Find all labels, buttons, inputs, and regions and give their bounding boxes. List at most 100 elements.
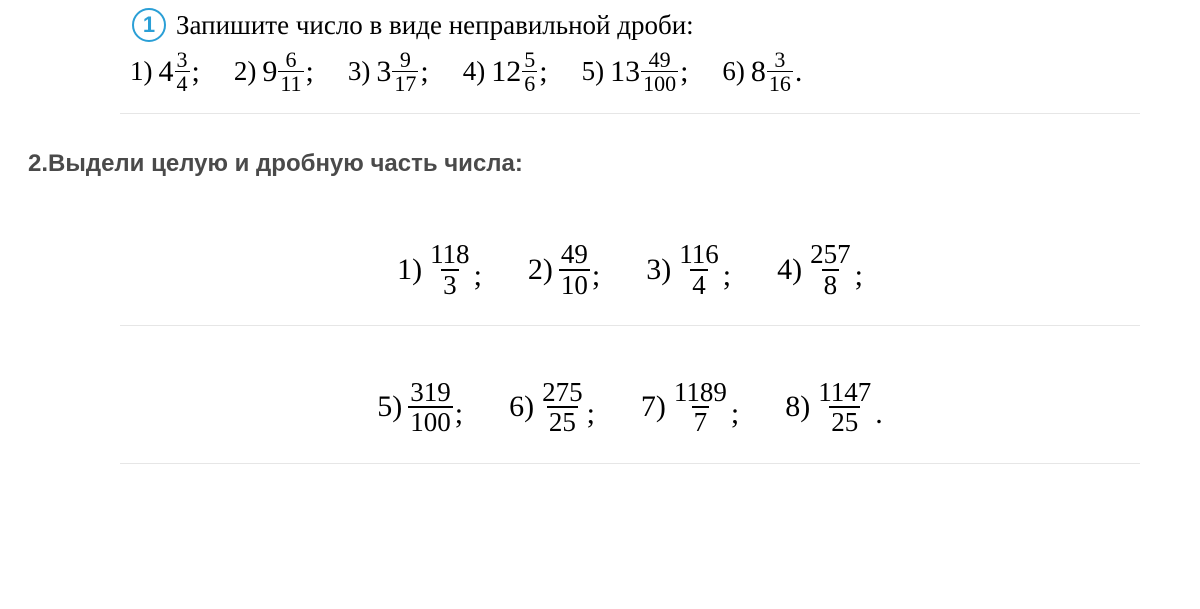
punctuation: ; xyxy=(306,55,314,95)
fraction: 118 3 xyxy=(428,240,472,299)
item-index: 3) xyxy=(646,253,671,287)
denominator: 4 xyxy=(175,71,190,95)
punctuation: ; xyxy=(592,259,600,299)
denominator: 7 xyxy=(692,406,710,436)
numerator: 1189 xyxy=(672,378,729,406)
numerator: 6 xyxy=(283,48,298,71)
item-index: 8) xyxy=(785,390,810,424)
numerator: 3 xyxy=(772,48,787,71)
fraction: 275 25 xyxy=(540,378,585,437)
fraction: 5 6 xyxy=(522,48,537,95)
fraction-item: 4) 257 8 ; xyxy=(777,240,863,299)
punctuation: ; xyxy=(420,55,428,95)
fraction-item: 2) 49 10 ; xyxy=(528,240,600,299)
punctuation: ; xyxy=(587,397,595,437)
denominator: 100 xyxy=(641,71,678,95)
numerator: 116 xyxy=(677,240,721,268)
fraction: 9 17 xyxy=(392,48,418,95)
fraction-item: 5) 319 100 ; xyxy=(377,378,463,437)
fraction: 49 10 xyxy=(559,240,590,299)
denominator: 10 xyxy=(559,269,590,299)
numerator: 275 xyxy=(540,378,585,406)
fraction-row: 5) 319 100 ; 6) 275 25 ; 7) 1189 7 xyxy=(120,378,1140,437)
fraction: 6 11 xyxy=(278,48,303,95)
task-2-row-a: 1) 118 3 ; 2) 49 10 ; 3) 116 4 xyxy=(120,204,1140,326)
punctuation: . xyxy=(795,55,803,95)
denominator: 100 xyxy=(408,406,453,436)
item-index: 2) xyxy=(528,253,553,287)
task-1-header: 1 Запишите число в виде неправильной дро… xyxy=(120,8,1140,42)
whole-part: 12 xyxy=(491,55,521,89)
denominator: 4 xyxy=(690,269,708,299)
mixed-number: 3 9 17 xyxy=(376,48,418,95)
numerator: 319 xyxy=(408,378,453,406)
mixed-number: 8 3 16 xyxy=(751,48,793,95)
numerator: 257 xyxy=(808,240,853,268)
numerator: 118 xyxy=(428,240,472,268)
punctuation: ; xyxy=(455,397,463,437)
punctuation: ; xyxy=(680,55,688,95)
denominator: 25 xyxy=(547,406,578,436)
whole-part: 8 xyxy=(751,55,766,89)
whole-part: 9 xyxy=(262,55,277,89)
whole-part: 3 xyxy=(376,55,391,89)
numerator: 5 xyxy=(522,48,537,71)
numerator: 49 xyxy=(647,48,673,71)
numerator: 1147 xyxy=(816,378,873,406)
fraction: 1147 25 xyxy=(816,378,873,437)
fraction-item: 3) 116 4 ; xyxy=(646,240,731,299)
item-index: 4) xyxy=(463,56,486,87)
item-index: 1) xyxy=(397,253,422,287)
fraction-item: 1) 118 3 ; xyxy=(397,240,482,299)
item-index: 6) xyxy=(722,56,745,87)
mixed-number: 13 49 100 xyxy=(610,48,678,95)
mixed-number: 9 6 11 xyxy=(262,48,303,95)
denominator: 3 xyxy=(441,269,459,299)
fraction: 3 16 xyxy=(767,48,793,95)
task-2-row-b: 5) 319 100 ; 6) 275 25 ; 7) 1189 7 xyxy=(120,350,1140,464)
punctuation: ; xyxy=(723,259,731,299)
denominator: 8 xyxy=(822,269,840,299)
mixed-number-item: 4) 12 5 6 ; xyxy=(463,48,548,95)
fraction: 3 4 xyxy=(175,48,190,95)
mixed-number-item: 6) 8 3 16 . xyxy=(722,48,802,95)
fraction-item: 7) 1189 7 ; xyxy=(641,378,739,437)
fraction-row: 1) 118 3 ; 2) 49 10 ; 3) 116 4 xyxy=(120,240,1140,299)
task-1-row: 1) 4 3 4 ; 2) 9 6 11 xyxy=(130,48,1140,95)
item-index: 6) xyxy=(509,390,534,424)
punctuation: ; xyxy=(855,259,863,299)
fraction: 49 100 xyxy=(641,48,678,95)
fraction: 1189 7 xyxy=(672,378,729,437)
mixed-number-item: 2) 9 6 11 ; xyxy=(234,48,314,95)
task-1-title: Запишите число в виде неправильной дроби… xyxy=(176,10,694,41)
numerator: 9 xyxy=(398,48,413,71)
item-index: 5) xyxy=(377,390,402,424)
worksheet-page: 1 Запишите число в виде неправильной дро… xyxy=(0,0,1200,609)
task-number-circle: 1 xyxy=(132,8,166,42)
task-2-heading: 2.Выдели целую и дробную часть числа: xyxy=(28,150,1200,178)
whole-part: 13 xyxy=(610,55,640,89)
denominator: 11 xyxy=(278,71,303,95)
denominator: 16 xyxy=(767,71,793,95)
fraction-item: 8) 1147 25 . xyxy=(785,378,883,437)
fraction: 319 100 xyxy=(408,378,453,437)
denominator: 6 xyxy=(522,71,537,95)
whole-part: 4 xyxy=(159,55,174,89)
task-1: 1 Запишите число в виде неправильной дро… xyxy=(120,8,1140,114)
denominator: 25 xyxy=(829,406,860,436)
denominator: 17 xyxy=(392,71,418,95)
item-index: 1) xyxy=(130,56,153,87)
fraction: 116 4 xyxy=(677,240,721,299)
punctuation: . xyxy=(875,397,883,437)
punctuation: ; xyxy=(192,55,200,95)
fraction: 257 8 xyxy=(808,240,853,299)
mixed-number-item: 5) 13 49 100 ; xyxy=(582,48,689,95)
item-index: 2) xyxy=(234,56,257,87)
item-index: 4) xyxy=(777,253,802,287)
mixed-number-item: 3) 3 9 17 ; xyxy=(348,48,429,95)
fraction-item: 6) 275 25 ; xyxy=(509,378,595,437)
mixed-number-item: 1) 4 3 4 ; xyxy=(130,48,200,95)
numerator: 3 xyxy=(175,48,190,71)
item-index: 5) xyxy=(582,56,605,87)
item-index: 7) xyxy=(641,390,666,424)
